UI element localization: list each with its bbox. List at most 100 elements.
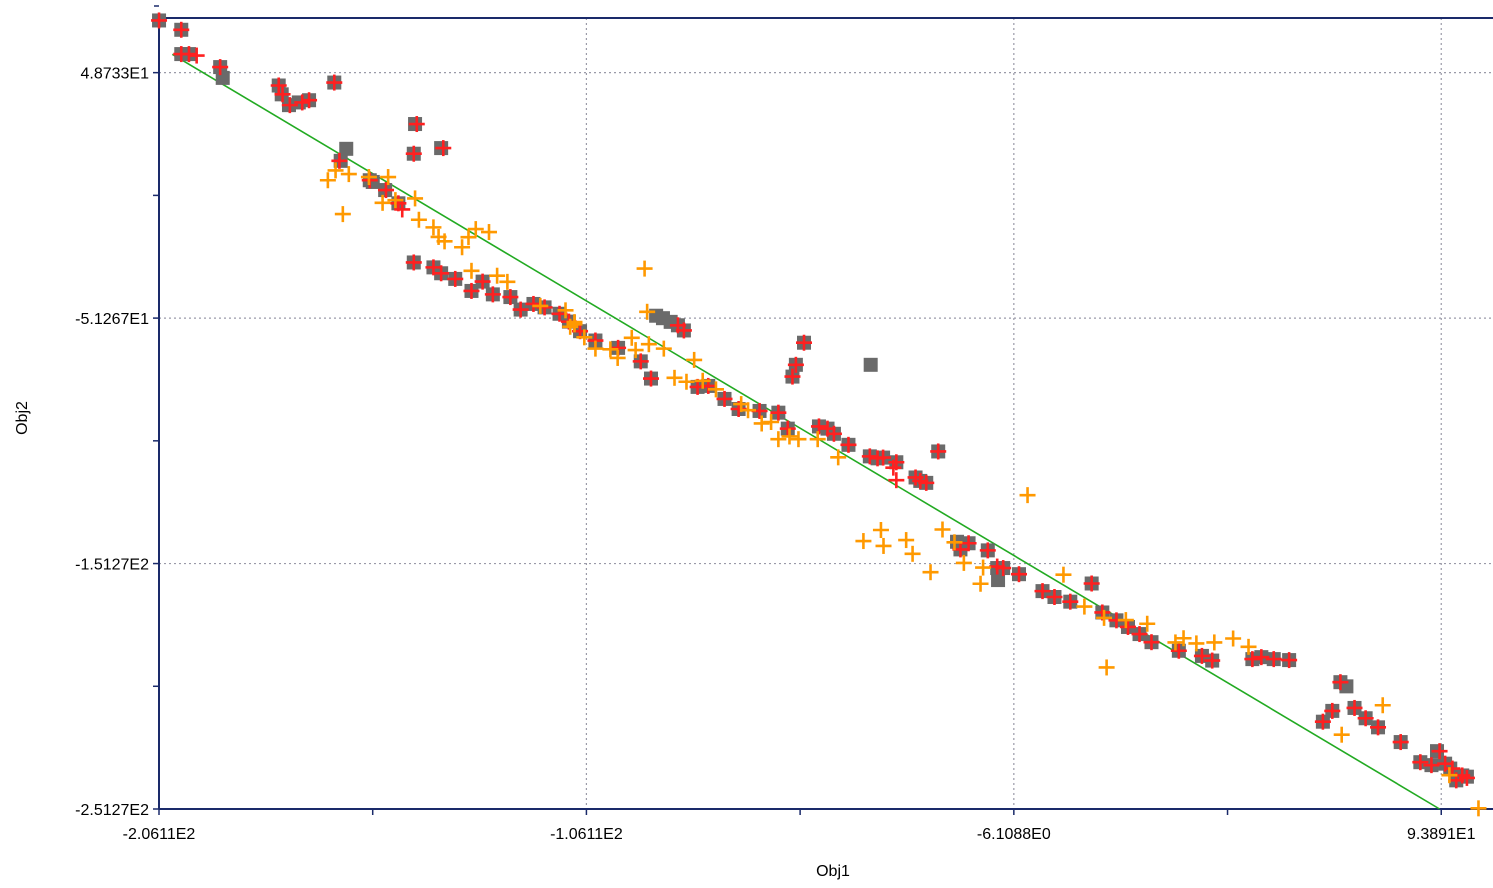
red-plus-point [484, 286, 501, 303]
red-plus-point [502, 289, 519, 306]
orange-plus-point [557, 302, 574, 319]
orange-plus-point [1188, 635, 1205, 652]
orange-plus-point [623, 329, 640, 346]
orange-plus-point [576, 329, 593, 346]
orange-plus-point [334, 206, 351, 223]
red-plus-point [180, 46, 197, 63]
red-plus-point [888, 472, 905, 489]
red-plus-point [1083, 575, 1100, 592]
orange-plus-point [327, 162, 344, 179]
orange-plus-point [639, 303, 656, 320]
orange-plus-point [640, 336, 657, 353]
orange-plus-point [855, 533, 872, 550]
red-plus-point [1458, 769, 1475, 786]
orange-plus-point [1167, 634, 1184, 651]
orange-plus-point [602, 341, 619, 358]
x-tick-label: -2.0611E2 [123, 826, 196, 843]
red-plus-point [1314, 713, 1331, 730]
red-plus-point [408, 116, 425, 133]
axes [153, 5, 1493, 815]
red-plus-point [435, 140, 452, 157]
red-plus-point [281, 97, 298, 114]
orange-plus-point [753, 415, 770, 432]
orange-plus-point [922, 564, 939, 581]
red-plus-point [716, 390, 733, 407]
red-plus-point [1143, 634, 1160, 651]
red-plus-point [405, 254, 422, 271]
red-plus-point [1062, 593, 1079, 610]
orange-plus-point [770, 431, 787, 448]
y-axis-title: Obj2 [14, 401, 31, 435]
red-plus-point [463, 282, 480, 299]
red-plus-point [1346, 699, 1363, 716]
orange-plus-point [655, 340, 672, 357]
orange-plus-point [319, 172, 336, 189]
orange-plus-point [340, 166, 357, 183]
red-plus-point [188, 47, 205, 64]
orange-plus-point [790, 431, 807, 448]
red-plus-point [294, 94, 311, 111]
red-plus-point [1431, 743, 1448, 760]
orange-plus-point [1076, 598, 1093, 615]
red-plus-point [779, 420, 796, 437]
orange-plus-point [972, 575, 989, 592]
orange-plus-point [360, 169, 377, 186]
square-point [339, 141, 354, 156]
red-plus-point [212, 59, 229, 76]
orange-plus-point [875, 537, 892, 554]
orange-plus-point [436, 233, 453, 250]
orange-plus-point [809, 431, 826, 448]
red-plus-point [960, 535, 977, 552]
red-plus-point [1119, 618, 1136, 635]
red-plus-point [1244, 651, 1261, 668]
x-tick-label: -6.1088E0 [977, 826, 1051, 843]
orange-plus-point [636, 260, 653, 277]
fit-line-layer [171, 53, 1440, 810]
red-plus-point [474, 273, 491, 290]
red-plus-point [1193, 647, 1210, 664]
red-plus-point [1131, 626, 1148, 643]
orange-plus-point [410, 211, 427, 228]
orange-plus-point [489, 267, 506, 284]
red-plus-point [632, 353, 649, 370]
orange-plus-point [1096, 609, 1113, 626]
orange-plus-point [460, 229, 477, 246]
red-plus-point [331, 152, 348, 169]
grid-lines [158, 18, 1493, 810]
orange-plus-point [1098, 659, 1115, 676]
orange-plus-point [1240, 638, 1257, 655]
orange-plus-point [1333, 726, 1350, 743]
red-plus-point [270, 77, 287, 94]
red-plus-point [1392, 734, 1409, 751]
orange-plus-point [1117, 612, 1134, 629]
orange-plus-point [898, 532, 915, 549]
square-point [991, 573, 1006, 588]
x-tick-label: 9.3891E1 [1407, 826, 1476, 843]
red-plus-point [1253, 649, 1270, 666]
orange-plus-point [1019, 487, 1036, 504]
red-plus-point [1423, 757, 1440, 774]
red-plus-point [885, 459, 902, 476]
orange-plus-point [627, 342, 644, 359]
red-plus-point [326, 74, 343, 91]
orange-plus-point [425, 219, 442, 236]
y-tick-label: -5.1267E1 [75, 311, 149, 328]
orange-plus-point [955, 554, 972, 571]
red-plus-point [918, 474, 935, 491]
red-plus-point [930, 443, 947, 460]
red-plus-point [989, 558, 1006, 575]
orange-plus-point [532, 297, 549, 314]
red-plus-point [1357, 710, 1374, 727]
red-plus-point [405, 145, 422, 162]
red-plus-point [1046, 589, 1063, 606]
orange-plus-point [374, 194, 391, 211]
red-plus-point [1034, 583, 1051, 600]
orange-plus-point [904, 545, 921, 562]
red-plus-point [979, 542, 996, 559]
orange-plus-point [707, 381, 724, 398]
orange-plus-point [467, 221, 484, 238]
orange-plus-point [934, 521, 951, 538]
orange-plus-point [1055, 566, 1072, 583]
